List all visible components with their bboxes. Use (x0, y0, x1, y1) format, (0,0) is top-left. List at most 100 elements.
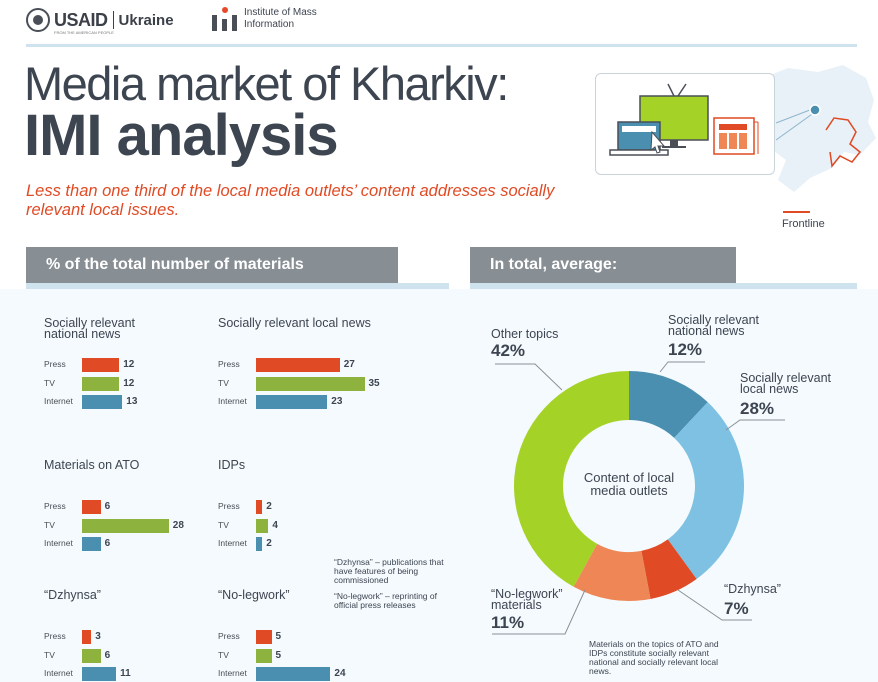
bar-ato-internet (82, 537, 101, 551)
newspaper-icon (713, 117, 759, 155)
donut-pct-local: 28% (740, 399, 775, 418)
usaid-seal-icon (26, 8, 50, 32)
imi-name: Institute of Mass Information (244, 7, 317, 30)
bar-label-ato-press: Press (44, 501, 66, 511)
bar-local-news-press (256, 358, 340, 372)
bar-value-local-news-tv: 35 (368, 377, 380, 389)
page-title-line1: Media market of Kharkiv: (24, 57, 509, 110)
bar-label-dzhynsa-press: Press (44, 631, 66, 641)
bar-value-idps-tv: 4 (272, 519, 278, 531)
chart-title-local-news: Socially relevant local news (218, 316, 371, 330)
right-panel-heading: In total, average: (470, 247, 736, 283)
media-illustration (595, 73, 775, 175)
ukraine-map-icon (756, 65, 876, 192)
bar-value-nolegwork-tv: 5 (275, 649, 282, 661)
donut-slice-local (667, 402, 744, 580)
bar-value-dzhynsa-tv: 6 (104, 649, 111, 661)
frontline-legend-line (783, 211, 810, 213)
bar-label-local-news-internet: Internet (218, 396, 247, 406)
donut-pct-nolegwork: 11% (491, 613, 525, 632)
donut-pct-other: 42% (491, 341, 526, 360)
bar-local-news-internet (256, 395, 328, 409)
bar-national-news-tv (82, 376, 120, 391)
chart-title-ato: Materials on ATO (44, 458, 140, 472)
bar-value-idps-press: 2 (266, 501, 272, 512)
nolegwork-note: “No-legwork” – reprinting of official pr… (334, 591, 437, 610)
donut-pct-national: 12% (668, 340, 703, 359)
bar-nolegwork-press (256, 630, 272, 644)
bar-label-national-news-press: Press (44, 359, 66, 369)
tv-icon (639, 83, 709, 148)
bar-idps-internet (256, 537, 263, 551)
page-title-line2: IMI analysis (24, 103, 339, 168)
bar-label-local-news-tv: TV (218, 377, 229, 388)
imi-logo: Institute of Mass Information (212, 7, 339, 31)
bar-label-idps-press: Press (218, 501, 240, 511)
bar-label-ato-tv: TV (44, 519, 55, 530)
bar-nolegwork-tv (256, 648, 272, 663)
bar-value-national-news-press: 12 (123, 359, 135, 370)
usaid-tagline: FROM THE AMERICAN PEOPLE (54, 30, 114, 35)
bar-value-nolegwork-press: 5 (275, 631, 282, 642)
bar-label-idps-internet: Internet (218, 538, 247, 548)
bar-idps-press (256, 500, 263, 514)
donut-label-dzhynsa: “Dzhynsa” (724, 582, 781, 596)
bar-local-news-tv (256, 376, 365, 391)
bar-label-national-news-tv: TV (44, 377, 55, 388)
donut-slice-national (629, 371, 708, 438)
donut-leader-dzhynsa (677, 589, 752, 621)
bar-value-local-news-internet: 23 (331, 396, 343, 407)
bar-value-idps-internet: 2 (266, 538, 272, 549)
usaid-country: Ukraine (118, 11, 174, 29)
bar-national-news-internet (82, 395, 123, 409)
chart-title-idps: IDPs (218, 458, 246, 472)
bar-national-news-press (82, 358, 120, 372)
donut-label-other: Other topics (491, 327, 559, 341)
header-divider (26, 44, 857, 47)
bar-ato-press (82, 500, 101, 514)
bar-label-nolegwork-internet: Internet (218, 668, 247, 678)
donut-leader-nolegwork (492, 589, 586, 635)
logo-separator (112, 11, 114, 29)
bar-label-local-news-press: Press (218, 359, 240, 369)
chart-title-dzhynsa: “Dzhynsa” (44, 588, 101, 602)
header: USAID Ukraine FROM THE AMERICAN PEOPLE I… (0, 0, 878, 46)
bar-label-idps-tv: TV (218, 519, 229, 530)
right-panel-rule (470, 283, 857, 289)
donut-leader-local (725, 419, 785, 431)
donut-center-label: Content of local media outlets (583, 470, 675, 498)
bar-label-nolegwork-press: Press (218, 631, 240, 641)
bar-value-national-news-internet: 13 (126, 396, 138, 407)
bar-label-dzhynsa-internet: Internet (44, 668, 73, 678)
bar-label-dzhynsa-tv: TV (44, 649, 55, 660)
bar-dzhynsa-tv (82, 648, 101, 663)
bar-value-nolegwork-internet: 24 (334, 668, 346, 679)
donut-label-national: Socially relevant national news (668, 313, 760, 338)
donut-label-local: Socially relevant local news (740, 371, 832, 396)
bar-dzhynsa-internet (82, 667, 117, 681)
frontline-legend-label: Frontline (782, 218, 825, 230)
bar-value-dzhynsa-press: 3 (95, 631, 101, 642)
page-subtitle: Less than one third of the local media o… (26, 182, 555, 219)
donut-leader-national (659, 361, 705, 373)
bar-label-national-news-internet: Internet (44, 396, 73, 406)
footnote: Materials on the topics of ATO and IDPs … (589, 639, 719, 676)
bar-value-dzhynsa-internet: 11 (120, 668, 131, 679)
bar-idps-tv (256, 518, 269, 533)
bar-label-nolegwork-tv: TV (218, 649, 229, 660)
left-panel-heading: % of the total number of materials (26, 247, 398, 283)
donut-slice-dzhynsa (641, 539, 697, 599)
usaid-logo: USAID Ukraine FROM THE AMERICAN PEOPLE (26, 7, 174, 35)
dzhynsa-note: “Dzhynsa” – publications that have featu… (334, 557, 444, 585)
left-panel-rule (26, 283, 449, 289)
bar-value-ato-press: 6 (104, 501, 111, 512)
bar-value-ato-tv: 28 (172, 519, 184, 531)
donut-slice-other (514, 371, 629, 587)
usaid-wordmark: USAID (54, 9, 108, 30)
bar-value-ato-internet: 6 (104, 538, 111, 549)
chart-title-national-news: Socially relevant national news (44, 316, 136, 341)
bar-value-national-news-tv: 12 (123, 377, 135, 389)
bar-value-local-news-press: 27 (343, 359, 355, 370)
chart-title-nolegwork: “No-legwork” (218, 588, 290, 602)
